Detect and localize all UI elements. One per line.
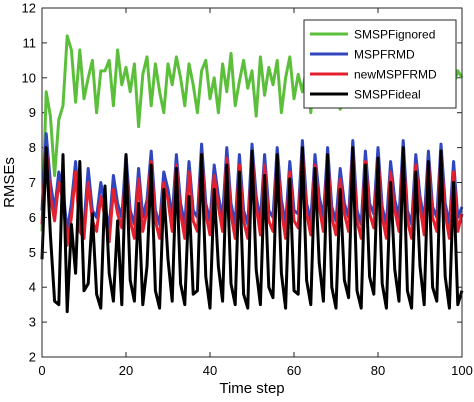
y-tick-label: 2 xyxy=(29,350,36,365)
y-tick-label: 8 xyxy=(29,140,36,155)
axes xyxy=(41,7,463,358)
legend-label-3: SMSPFideal xyxy=(354,88,421,102)
x-tick-label: 20 xyxy=(119,363,133,378)
y-tick-label: 12 xyxy=(22,1,36,16)
y-tick-label: 9 xyxy=(29,105,36,120)
y-tick-label: 4 xyxy=(29,280,36,295)
series-line-3 xyxy=(40,146,464,314)
x-tick-label: 0 xyxy=(38,363,45,378)
x-tick-label: 60 xyxy=(287,363,301,378)
y-axis-title: RMSEs xyxy=(1,157,18,208)
y-tick-label: 5 xyxy=(29,245,36,260)
y-tick-label: 6 xyxy=(29,210,36,225)
x-tick-label: 40 xyxy=(203,363,217,378)
x-tick-label: 80 xyxy=(371,363,385,378)
x-axis-title: Time step xyxy=(219,380,284,397)
legend-label-0: SMSPFignored xyxy=(354,28,435,42)
y-tick-label: 3 xyxy=(29,315,36,330)
y-tick-label: 7 xyxy=(29,175,36,190)
legend-label-2: newMSPFRMD xyxy=(354,68,437,82)
plot-frame xyxy=(41,7,463,358)
tick-labels: 0 20 40 60 80 100 2 3 4 5 6 7 8 9 10 11 12 xyxy=(22,1,473,379)
x-tick-label: 100 xyxy=(451,363,473,378)
y-tick-label: 10 xyxy=(22,70,36,85)
y-tick-label: 11 xyxy=(23,35,37,50)
legend: SMSPFignored MSPFRMD newMSPFRMD SMSPFideal xyxy=(303,19,457,109)
legend-label-1: MSPFRMD xyxy=(354,48,415,62)
